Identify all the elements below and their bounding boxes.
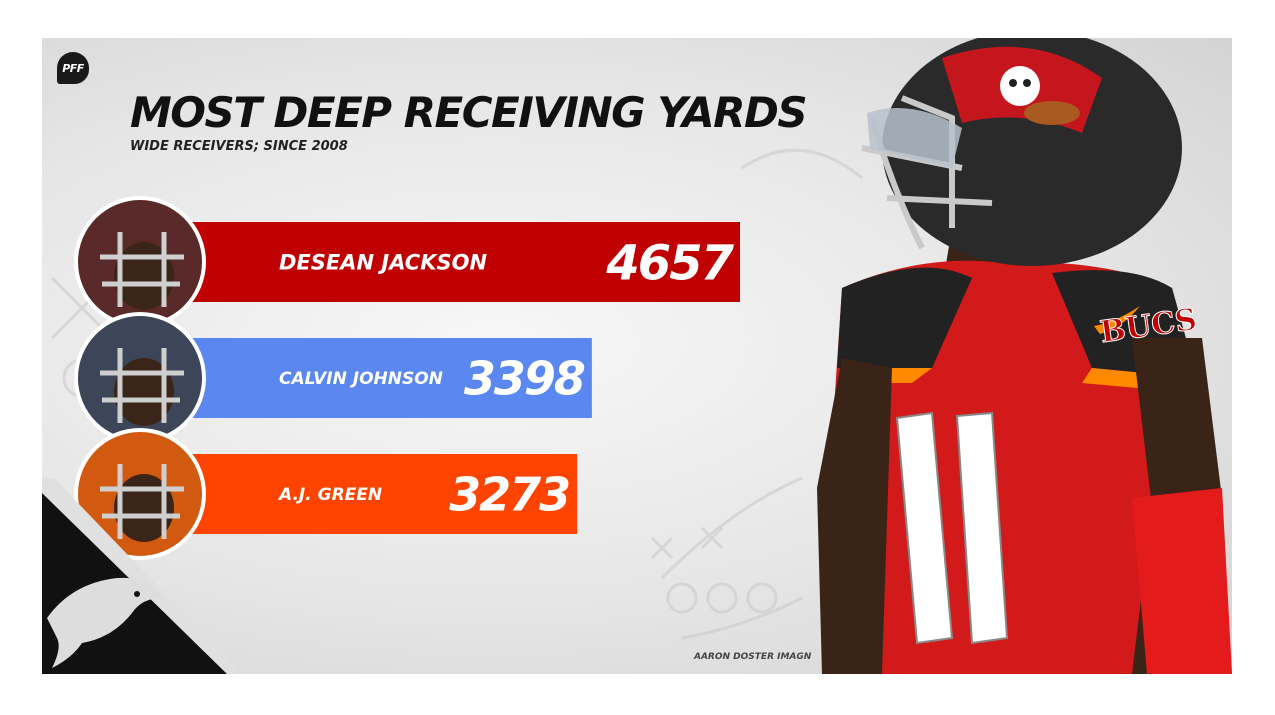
bar-value-3: 3273 [449,468,569,522]
bar-label-3: A.J. GREEN [277,485,382,505]
chart-title: MOST DEEP RECEIVING YARDS [130,88,808,137]
photo-credit: AARON DOSTER IMAGN [694,652,812,662]
play-diagram-background [50,148,863,640]
player-headshot-3 [74,428,206,560]
player-photo: BUCS [817,38,1232,674]
infographic-card: PFF MOST DEEP RECEIVING YARDS WIDE RECEI… [42,38,1232,674]
player-headshot-1 [74,196,206,328]
pff-logo: PFF [57,52,89,84]
chart-subtitle: WIDE RECEIVERS; SINCE 2008 [130,139,348,154]
bar-value-1: 4657 [605,235,734,291]
bar-label-2: CALVIN JOHNSON [279,369,443,389]
traded-corner [42,478,242,674]
player-headshot-2 [74,312,206,444]
bar-chart: DESEAN JACKSON 4657 CALVIN JOHNSON 3398 A.J.… [74,196,740,560]
logo-text: PFF [62,61,84,75]
eagles-logo [47,577,162,668]
bar-1 [192,222,740,302]
bar-value-2: 3398 [464,352,585,406]
bar-label-1: DESEAN JACKSON [279,251,487,275]
bar-2 [192,338,592,418]
bar-3 [192,454,578,534]
